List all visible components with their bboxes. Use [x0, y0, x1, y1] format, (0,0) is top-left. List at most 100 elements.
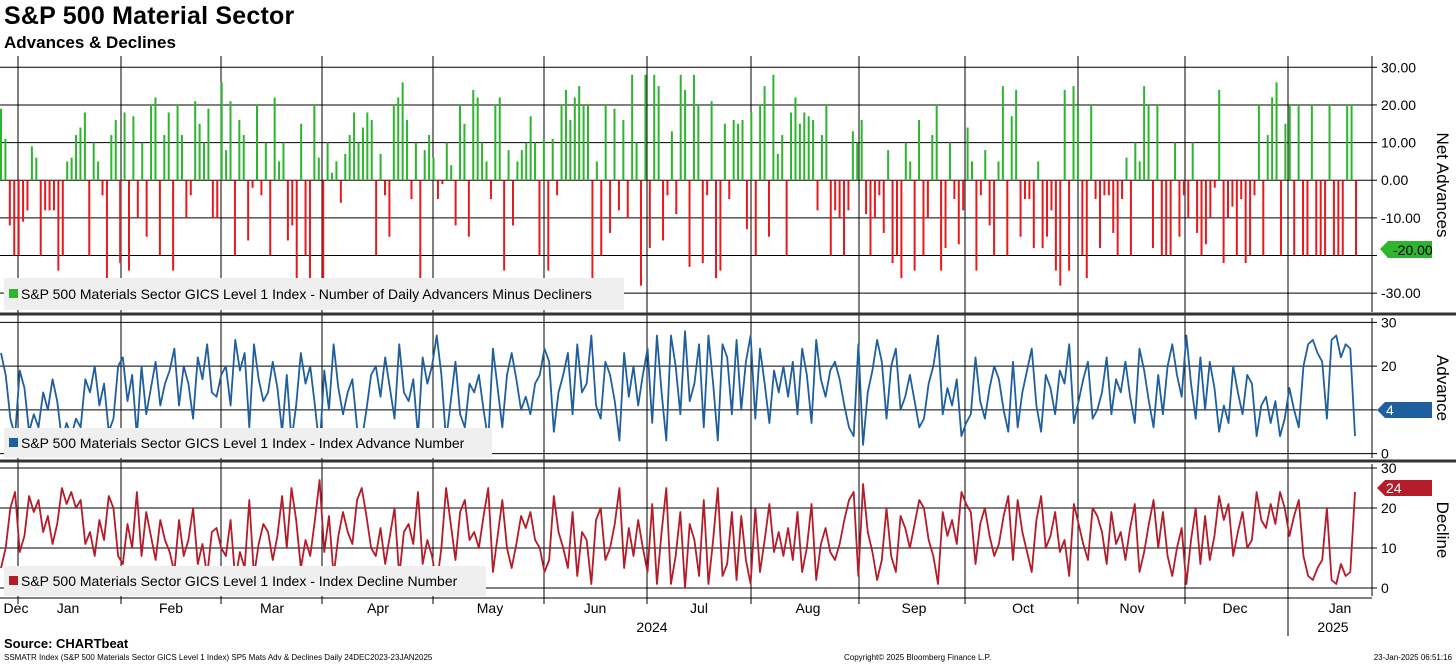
net-advance-bar [794, 97, 797, 181]
net-advance-bar [52, 180, 55, 211]
net-advance-bar [617, 180, 620, 211]
net-advance-bar [454, 180, 457, 226]
net-advance-bar [1187, 180, 1190, 218]
month-label: Dec [4, 600, 29, 616]
net-advance-bar [366, 112, 369, 181]
y-tick-label: 20 [1381, 500, 1397, 516]
year-label-2024: 2024 [636, 619, 667, 635]
legend-swatch-green [9, 289, 18, 298]
net-advance-bar [167, 112, 170, 181]
net-advance-bar [1116, 180, 1119, 256]
net-advance-bar [737, 123, 740, 181]
net-advance-bar [229, 101, 232, 181]
grid-layer [0, 56, 1372, 598]
net-advance-bar [1174, 142, 1177, 181]
legend-swatch-red [9, 576, 18, 585]
net-advance-bar [997, 161, 1000, 181]
net-advance-bar [1182, 180, 1185, 196]
chart-subtitle: Advances & Declines [4, 33, 176, 52]
net-advance-bar [1262, 180, 1265, 256]
net-advance-bar [922, 180, 925, 256]
net-advance-bar [1293, 180, 1296, 256]
month-label: Aug [796, 600, 821, 616]
net-advance-bar [105, 180, 108, 282]
net-advances-last-value-tag: -20.00 [1380, 241, 1433, 258]
net-advance-bar [692, 74, 695, 181]
net-advance-bar [388, 180, 391, 237]
net-advance-bar [172, 180, 175, 271]
net-advance-bar [66, 161, 69, 181]
net-advance-bar [1337, 180, 1340, 256]
net-advance-bar [604, 104, 607, 181]
net-advance-bar [803, 112, 806, 181]
net-advance-bar [900, 180, 903, 279]
net-advance-bar [609, 180, 612, 233]
net-advance-bar [909, 161, 912, 181]
net-advance-bar [1023, 180, 1026, 200]
net-advance-bar [979, 180, 982, 196]
net-advance-bar [873, 180, 876, 218]
decline-line [0, 479, 1356, 589]
net-advance-bar [158, 180, 161, 256]
footer-copyright: Copyright© 2025 Bloomberg Finance L.P. [844, 653, 992, 662]
net-advance-bar [489, 180, 492, 200]
net-advance-bar [1196, 180, 1199, 233]
axes-layer: 30.0020.0010.000.00-10.00-30.00302010030… [0, 56, 1456, 636]
net-advance-bar [1288, 104, 1291, 181]
net-advance-bar [1041, 180, 1044, 248]
net-advance-bar [595, 161, 598, 181]
net-advance-bar [631, 74, 634, 181]
y-tick-label: 30 [1381, 314, 1397, 330]
net-advance-bar [467, 180, 470, 237]
net-advance-bar [304, 180, 307, 256]
month-label: Apr [367, 600, 389, 616]
net-advance-bar [101, 180, 104, 196]
net-advance-bar [838, 180, 841, 218]
net-advance-bar [61, 180, 64, 256]
month-label: Nov [1120, 600, 1145, 616]
net-advance-bar [944, 180, 947, 248]
net-advance-bar [723, 123, 726, 181]
net-advance-bar [119, 180, 122, 264]
net-advance-bar [1085, 180, 1088, 279]
net-advance-bar [379, 153, 382, 181]
net-advance-bar [1266, 135, 1269, 181]
net-advance-bar [331, 172, 334, 181]
net-advance-bar [993, 180, 996, 256]
footer-timestamp: 23-Jan-2025 06:51:16 [1373, 653, 1452, 662]
net-advance-bar [1028, 180, 1031, 200]
net-advance-bar [1350, 104, 1353, 181]
net-advance-bar [278, 161, 281, 181]
net-advance-bar [300, 123, 303, 181]
net-advance-bar [1063, 89, 1066, 181]
net-advance-bar [715, 180, 718, 279]
net-advance-bar [317, 157, 320, 181]
net-advance-bar [790, 112, 793, 181]
net-advance-bar [35, 157, 38, 181]
net-advance-bar [339, 180, 342, 203]
net-advance-bar [154, 97, 157, 181]
net-advance-bar [556, 180, 559, 196]
net-advance-bar [834, 180, 837, 211]
net-advance-bar [767, 180, 770, 237]
net-advance-bar [926, 180, 929, 218]
net-advance-bar [1235, 180, 1238, 256]
net-advance-bar [13, 180, 16, 256]
net-advance-bar [207, 108, 210, 181]
net-advance-bar [1249, 180, 1252, 256]
net-advance-bar [1297, 104, 1300, 181]
net-advance-bar [110, 135, 113, 181]
decline-series-line [0, 479, 1356, 589]
net-advance-bar [816, 180, 819, 211]
net-advance-bar [48, 180, 51, 211]
chart-title: S&P 500 Material Sector [4, 2, 295, 30]
net-advance-bar [644, 74, 647, 181]
net-advance-bar [1112, 180, 1115, 233]
net-advance-bar [357, 142, 360, 181]
net-advance-bar [375, 180, 378, 256]
legend-net-advances: S&P 500 Materials Sector GICS Level 1 In… [4, 278, 624, 310]
net-advance-bar [648, 180, 651, 248]
y-tick-label: 20.00 [1381, 97, 1416, 113]
net-advance-bar [57, 180, 60, 271]
net-advance-bar [988, 180, 991, 226]
